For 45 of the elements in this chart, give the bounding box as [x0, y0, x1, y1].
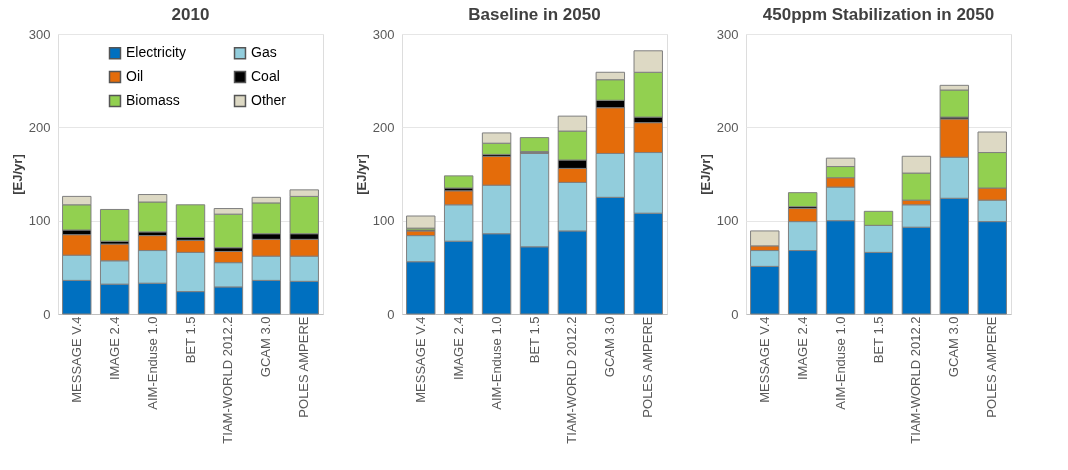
- y-tick-label: 300: [28, 26, 51, 42]
- x-tick-label: TIAM-WORLD 2012.2: [220, 316, 236, 444]
- y-tick-label: 0: [43, 306, 51, 322]
- x-tick-label: GCAM 3.0: [946, 316, 962, 378]
- x-tick-label: BET 1.5: [526, 316, 542, 364]
- y-axis-title: [EJ/yr]: [9, 154, 25, 195]
- chart-title: 2010: [171, 5, 210, 24]
- y-tick-label: 0: [387, 306, 395, 322]
- y-tick-label: 200: [28, 119, 51, 135]
- y-tick-label: 200: [372, 119, 395, 135]
- x-tick-label: GCAM 3.0: [258, 316, 274, 378]
- legend-label: Biomass: [126, 92, 180, 108]
- y-tick-label: 300: [372, 26, 395, 42]
- x-tick-label: POLES AMPERE: [296, 316, 312, 418]
- x-tick-label: TIAM-WORLD 2012.2: [908, 316, 924, 444]
- y-axis-title: [EJ/yr]: [697, 154, 713, 195]
- x-tick-label: IMAGE 2.4: [450, 316, 466, 381]
- legend-label: Gas: [251, 44, 277, 61]
- x-tick-label: AIM-Enduse 1.0: [488, 316, 504, 410]
- x-tick-label: TIAM-WORLD 2012.2: [564, 316, 580, 444]
- x-tick-label: POLES AMPERE: [640, 316, 656, 418]
- x-tick-label: POLES AMPERE: [984, 316, 1000, 418]
- legend-label: Other: [251, 92, 287, 108]
- x-tick-label: MESSAGE V.4: [68, 316, 84, 403]
- y-tick-label: 0: [731, 306, 739, 322]
- legend-label: Electricity: [126, 44, 186, 61]
- chart-title: Baseline in 2050: [468, 5, 601, 24]
- x-tick-label: AIM-Enduse 1.0: [832, 316, 848, 410]
- x-tick-label: IMAGE 2.4: [106, 316, 122, 381]
- legend-label: Oil: [126, 68, 144, 84]
- y-axis-title: [EJ/yr]: [353, 154, 369, 195]
- y-tick-label: 300: [716, 26, 739, 42]
- x-tick-label: IMAGE 2.4: [794, 316, 810, 381]
- x-tick-label: BET 1.5: [182, 316, 198, 364]
- y-tick-label: 100: [372, 213, 395, 229]
- x-tick-label: GCAM 3.0: [602, 316, 618, 378]
- x-tick-label: BET 1.5: [870, 316, 886, 364]
- y-tick-label: 200: [716, 119, 739, 135]
- x-tick-label: MESSAGE V.4: [412, 316, 428, 403]
- x-tick-label: AIM-Enduse 1.0: [144, 316, 160, 410]
- legend-label: Coal: [251, 68, 280, 84]
- x-tick-label: MESSAGE V.4: [756, 316, 772, 403]
- y-tick-label: 100: [28, 213, 51, 229]
- y-tick-label: 100: [716, 213, 739, 229]
- chart-title: 450ppm Stabilization in 2050: [762, 5, 995, 24]
